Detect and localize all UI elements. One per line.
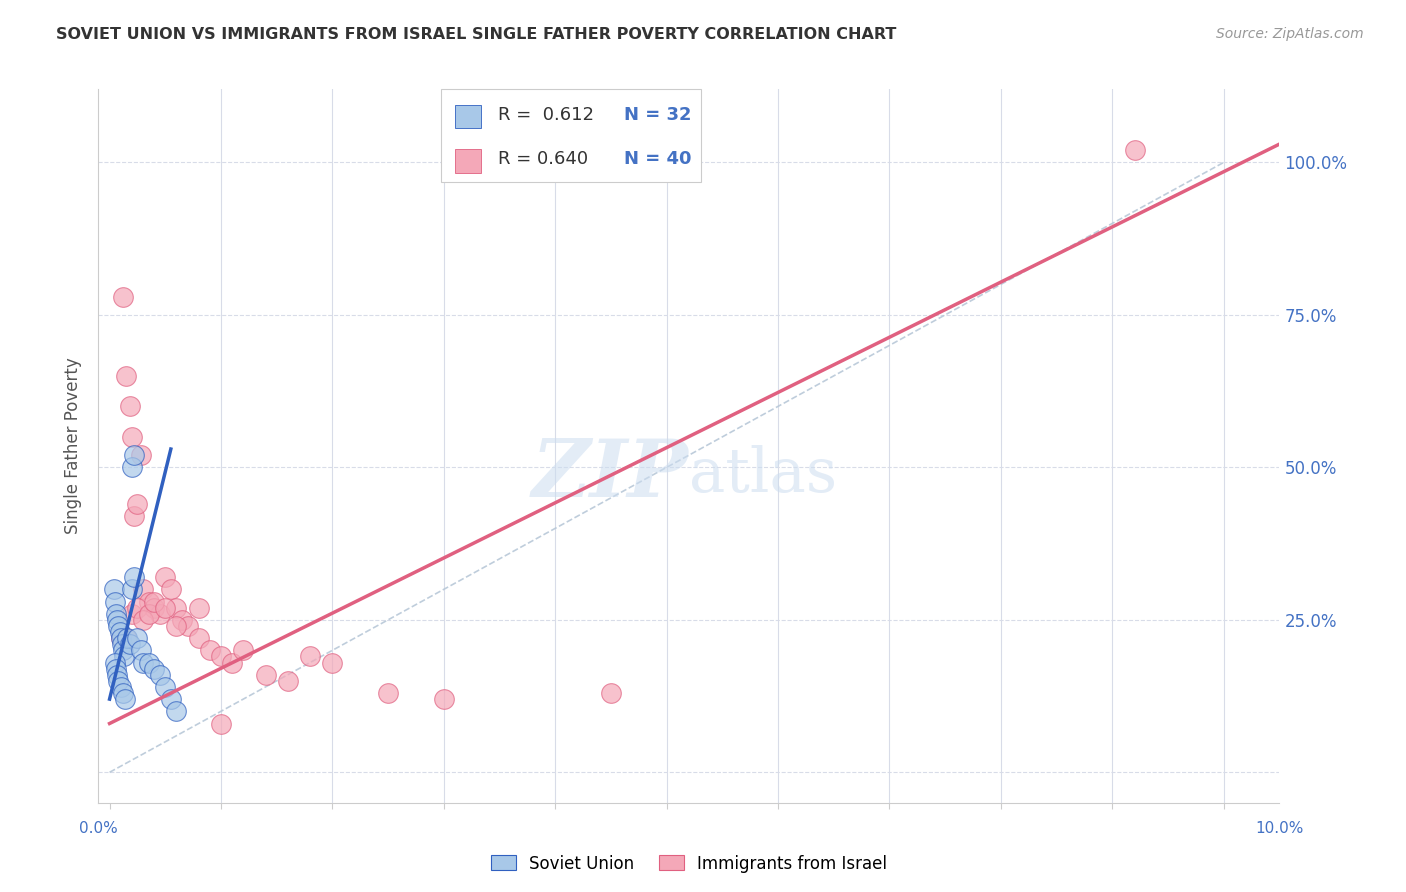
Point — [111, 289, 134, 303]
Point — [122, 509, 145, 524]
Point — [108, 625, 131, 640]
Point — [299, 649, 322, 664]
Point — [132, 582, 155, 597]
Point — [209, 649, 232, 664]
Bar — [441, 89, 700, 182]
Point — [111, 643, 134, 657]
Point — [110, 631, 132, 645]
Point — [165, 704, 187, 718]
Bar — [456, 149, 481, 173]
Point — [165, 619, 187, 633]
Point — [377, 686, 399, 700]
Point — [104, 656, 127, 670]
Point — [121, 607, 143, 621]
Bar — [456, 104, 481, 128]
Point — [160, 692, 183, 706]
Point — [111, 637, 134, 651]
Point — [107, 673, 129, 688]
Point — [110, 631, 132, 645]
Point — [149, 667, 172, 681]
Point — [321, 656, 343, 670]
Text: N = 32: N = 32 — [624, 106, 692, 124]
Point — [209, 716, 232, 731]
Point — [105, 667, 128, 681]
Point — [111, 686, 134, 700]
Point — [198, 643, 221, 657]
Point — [122, 448, 145, 462]
Text: SOVIET UNION VS IMMIGRANTS FROM ISRAEL SINGLE FATHER POVERTY CORRELATION CHART: SOVIET UNION VS IMMIGRANTS FROM ISRAEL S… — [56, 27, 897, 42]
Point — [117, 631, 139, 645]
Point — [143, 600, 166, 615]
Text: R = 0.640: R = 0.640 — [498, 150, 588, 168]
Point — [121, 430, 143, 444]
Text: 10.0%: 10.0% — [1256, 821, 1303, 836]
Point — [254, 667, 277, 681]
Point — [127, 497, 149, 511]
Legend: Soviet Union, Immigrants from Israel: Soviet Union, Immigrants from Israel — [484, 848, 894, 880]
Text: Source: ZipAtlas.com: Source: ZipAtlas.com — [1216, 27, 1364, 41]
Point — [277, 673, 299, 688]
Point — [138, 607, 160, 621]
Point — [103, 582, 125, 597]
Point — [129, 448, 152, 462]
Point — [121, 582, 143, 597]
Point — [165, 600, 187, 615]
Y-axis label: Single Father Poverty: Single Father Poverty — [65, 358, 83, 534]
Text: ZIP: ZIP — [531, 436, 689, 513]
Point — [105, 662, 128, 676]
Point — [114, 692, 136, 706]
Point — [600, 686, 623, 700]
Point — [129, 643, 152, 657]
Point — [221, 656, 243, 670]
Point — [433, 692, 456, 706]
Point — [138, 594, 160, 608]
Point — [110, 680, 132, 694]
Point — [138, 656, 160, 670]
Point — [132, 656, 155, 670]
Point — [143, 594, 166, 608]
Point — [104, 594, 127, 608]
Point — [112, 649, 135, 664]
Point — [187, 600, 209, 615]
Point — [232, 643, 254, 657]
Point — [155, 680, 177, 694]
Point — [1123, 143, 1146, 157]
Text: N = 40: N = 40 — [624, 150, 692, 168]
Point — [143, 662, 166, 676]
Point — [121, 460, 143, 475]
Point — [160, 582, 183, 597]
Point — [105, 607, 128, 621]
Point — [127, 600, 149, 615]
Point — [107, 619, 129, 633]
Text: R =  0.612: R = 0.612 — [498, 106, 593, 124]
Point — [115, 368, 138, 383]
Text: 0.0%: 0.0% — [79, 821, 118, 836]
Point — [115, 631, 138, 645]
Point — [118, 637, 141, 651]
Point — [118, 400, 141, 414]
Point — [127, 631, 149, 645]
Point — [155, 600, 177, 615]
Point — [105, 613, 128, 627]
Point — [122, 570, 145, 584]
Point — [187, 631, 209, 645]
Point — [149, 607, 172, 621]
Point — [176, 619, 198, 633]
Point — [155, 570, 177, 584]
Point — [170, 613, 193, 627]
Text: atlas: atlas — [689, 444, 837, 505]
Point — [132, 613, 155, 627]
